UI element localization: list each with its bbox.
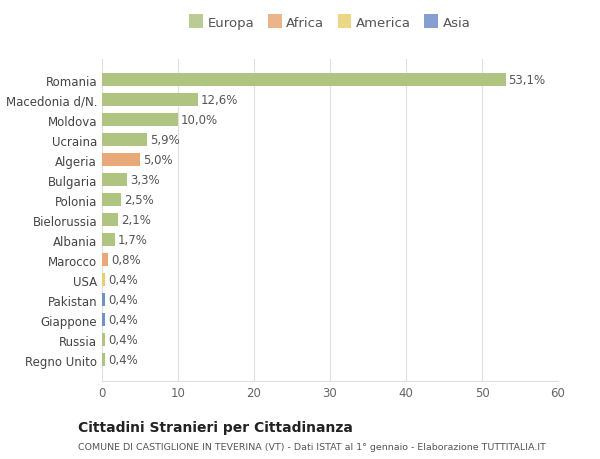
Text: 1,7%: 1,7%	[118, 234, 148, 247]
Bar	[102, 334, 105, 347]
Bar	[102, 194, 121, 207]
Bar	[102, 134, 147, 147]
Bar	[102, 313, 105, 326]
Bar	[102, 94, 198, 107]
Legend: Europa, Africa, America, Asia: Europa, Africa, America, Asia	[184, 11, 476, 35]
Text: 0,8%: 0,8%	[111, 254, 141, 267]
Text: 0,4%: 0,4%	[108, 313, 138, 326]
Bar	[102, 114, 178, 127]
Bar	[102, 174, 127, 187]
Bar	[102, 353, 105, 366]
Text: 3,3%: 3,3%	[130, 174, 160, 187]
Text: COMUNE DI CASTIGLIONE IN TEVERINA (VT) - Dati ISTAT al 1° gennaio - Elaborazione: COMUNE DI CASTIGLIONE IN TEVERINA (VT) -…	[78, 442, 546, 451]
Bar	[102, 254, 108, 267]
Bar	[102, 74, 506, 87]
Bar	[102, 274, 105, 286]
Text: 0,4%: 0,4%	[108, 294, 138, 307]
Text: 12,6%: 12,6%	[201, 94, 238, 107]
Text: 2,5%: 2,5%	[124, 194, 154, 207]
Text: 5,9%: 5,9%	[150, 134, 179, 147]
Bar	[102, 214, 118, 227]
Text: 10,0%: 10,0%	[181, 114, 218, 127]
Text: Cittadini Stranieri per Cittadinanza: Cittadini Stranieri per Cittadinanza	[78, 420, 353, 434]
Text: 0,4%: 0,4%	[108, 353, 138, 366]
Text: 53,1%: 53,1%	[509, 74, 546, 87]
Bar	[102, 234, 115, 247]
Bar	[102, 294, 105, 307]
Text: 5,0%: 5,0%	[143, 154, 173, 167]
Bar	[102, 154, 140, 167]
Text: 0,4%: 0,4%	[108, 333, 138, 347]
Text: 2,1%: 2,1%	[121, 214, 151, 227]
Text: 0,4%: 0,4%	[108, 274, 138, 286]
